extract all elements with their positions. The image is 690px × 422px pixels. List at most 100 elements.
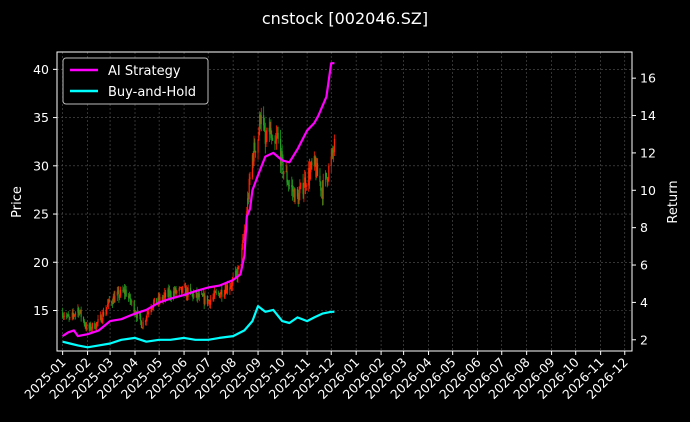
y-right-tick-label: 6 [640, 258, 648, 273]
candle-body [157, 296, 159, 303]
candle-body [140, 320, 143, 328]
candle-body [85, 326, 87, 329]
candle-body [185, 286, 187, 297]
candle-body [94, 323, 96, 329]
candle-body [319, 175, 321, 182]
candle-body [206, 295, 208, 304]
candle-body [142, 322, 144, 329]
candle-body [116, 291, 118, 296]
candle-body [226, 285, 228, 294]
candle-body [304, 177, 307, 187]
candle-body [220, 290, 222, 295]
candle-body [187, 287, 189, 297]
candle-body [90, 324, 92, 330]
candle-body [106, 307, 108, 310]
candle-body [223, 294, 225, 297]
candle-body [197, 293, 200, 298]
candle-body [74, 312, 77, 315]
candle-body [316, 163, 318, 177]
candle-body [77, 307, 79, 313]
candle-body [136, 311, 139, 318]
left-y-axis: 15 20 25 30 35 40 [33, 62, 57, 318]
ai-strategy-line [61, 62, 335, 338]
candle-body [259, 114, 262, 125]
candle-body [333, 138, 336, 153]
candle-body [248, 178, 250, 200]
candle-body [288, 184, 290, 186]
candle-body [111, 301, 113, 303]
candle-body [230, 285, 232, 288]
candle-body [71, 312, 73, 318]
candle-body [268, 127, 270, 132]
candle-body [141, 327, 143, 329]
candle-body [292, 187, 294, 192]
candle-body [213, 295, 215, 298]
candle-body [178, 288, 180, 292]
candle-body [277, 132, 279, 139]
candle-body [74, 314, 76, 316]
legend-label-ai-strategy: AI Strategy [108, 64, 181, 79]
candle-body [111, 302, 114, 305]
y-axis-right-label: Return [666, 180, 681, 223]
candle-body [156, 298, 158, 305]
candle-body [108, 299, 110, 302]
candle-body [82, 317, 85, 321]
candle-body [270, 127, 272, 139]
chart-title: cnstock [002046.SZ] [262, 9, 428, 28]
candle-body [151, 308, 153, 310]
y-left-tick-label: 20 [33, 255, 49, 270]
candle-body [328, 165, 330, 180]
candle-body [153, 298, 155, 303]
candle-body [283, 171, 285, 175]
candle-body [124, 289, 126, 294]
candle-body [123, 289, 126, 294]
candle-body [236, 272, 238, 278]
candle-body [148, 312, 150, 314]
candle-body [192, 293, 194, 298]
candle-body [235, 270, 237, 273]
candle-body [266, 127, 268, 141]
y-right-tick-label: 2 [640, 332, 648, 347]
y-left-tick-label: 25 [33, 207, 49, 222]
candle-body [219, 294, 221, 298]
candle-body [325, 172, 328, 178]
candle-body [300, 183, 302, 188]
candle-body [95, 322, 98, 329]
candle-body [69, 317, 71, 319]
candle-body [96, 322, 98, 324]
candle-body [99, 315, 102, 320]
candle-body [297, 196, 299, 205]
candle-body [325, 172, 327, 180]
candle-body [162, 298, 164, 301]
candle-body [117, 290, 119, 292]
candle-body [130, 301, 132, 303]
candle-body [299, 187, 301, 194]
candle-body [197, 293, 199, 298]
candle-body [234, 270, 237, 278]
candle-body [253, 142, 255, 162]
candle-body [127, 296, 130, 298]
candle-body [291, 185, 293, 188]
candle-body [327, 179, 329, 183]
candle-body [247, 198, 249, 200]
candle-body [78, 312, 81, 315]
candle-body [271, 137, 274, 141]
candle-body [107, 303, 109, 308]
candle-body [292, 189, 295, 192]
candle-body [103, 312, 105, 316]
candle-body [198, 293, 200, 298]
y-left-tick-label: 40 [33, 62, 49, 77]
candle-body [225, 289, 227, 294]
candle-body [101, 320, 103, 323]
candle-body [80, 309, 82, 318]
candle-body [181, 286, 184, 293]
candle-body [66, 315, 68, 317]
right-y-axis: 2 4 6 8 10 12 14 16 [632, 71, 656, 347]
candle-body [243, 230, 245, 238]
candle-body [230, 285, 233, 287]
candle-body [259, 114, 261, 132]
candle-body [326, 177, 328, 183]
y-axis-left-label: Price [10, 186, 25, 218]
candle-body [271, 137, 273, 139]
y-right-tick-label: 12 [640, 145, 656, 160]
